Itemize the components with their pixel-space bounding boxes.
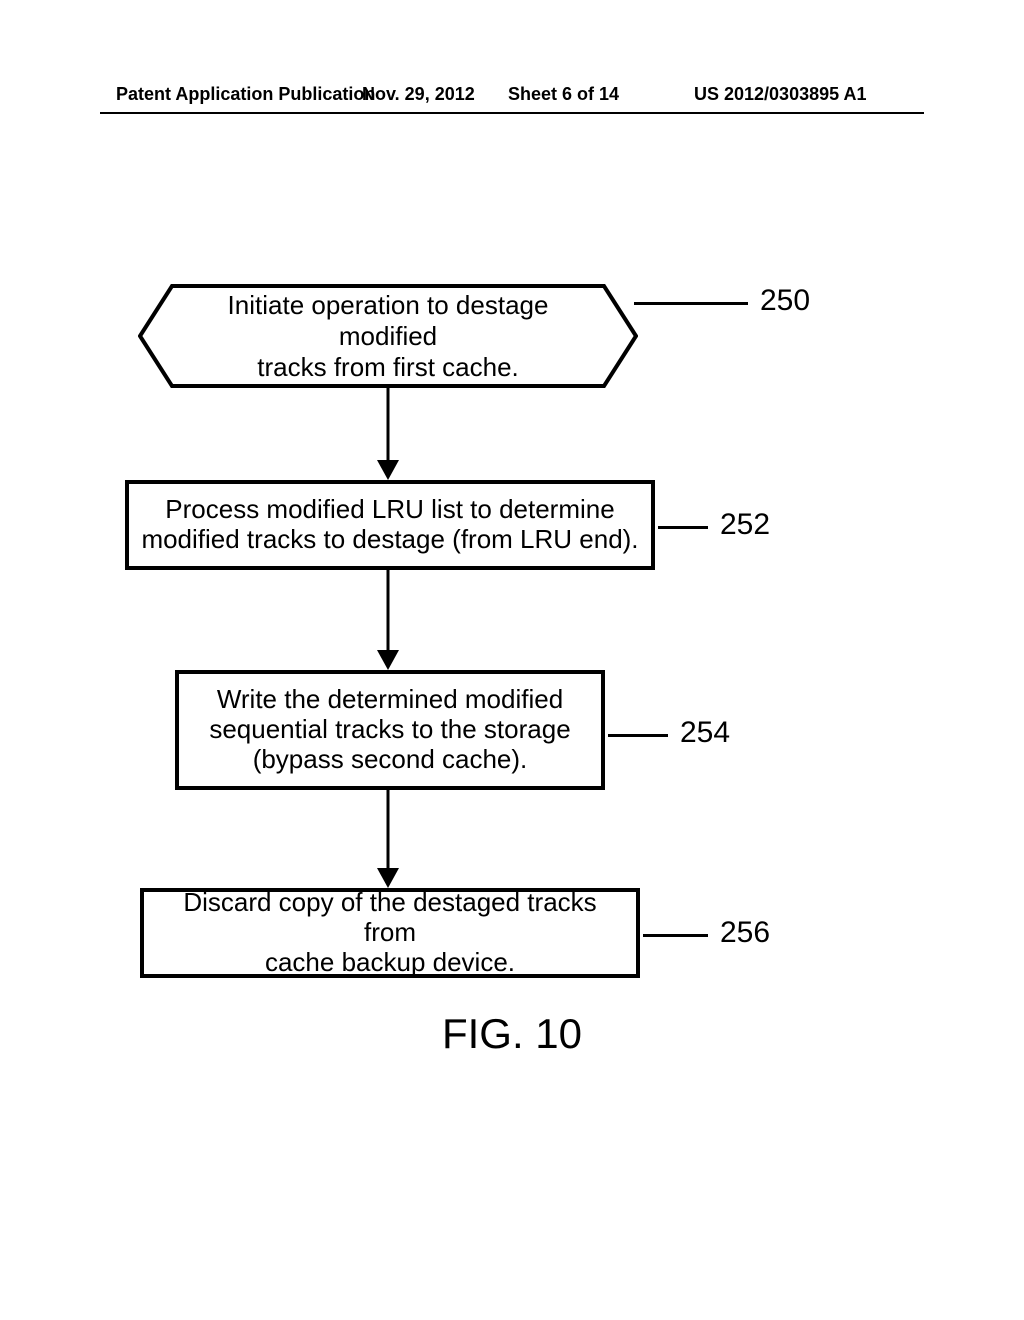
flowchart-node-label: Process modified LRU list to determine m… [141,495,638,555]
header-left: Patent Application Publication [116,84,375,105]
ref-label-256: 256 [720,916,770,950]
flowchart-node-label: Initiate operation to destage modified t… [178,290,598,383]
flowchart-node-252: Process modified LRU list to determine m… [125,480,655,570]
figure-caption: FIG. 10 [442,1010,582,1058]
flowchart-arrow [377,790,399,888]
ref-leader [608,734,668,737]
ref-label-254: 254 [680,716,730,750]
ref-label-252: 252 [720,508,770,542]
ref-leader [643,934,708,937]
flowchart-arrow [377,570,399,670]
header-rule [100,112,924,114]
ref-label-250: 250 [760,284,810,318]
flowchart-node-label: Discard copy of the destaged tracks from… [156,888,624,978]
flowchart-arrow [377,388,399,480]
flowchart-node-label: Write the determined modified sequential… [209,685,570,775]
flowchart-node-250: Initiate operation to destage modified t… [138,284,638,388]
header-date: Nov. 29, 2012 [362,84,475,105]
flowchart-node-256: Discard copy of the destaged tracks from… [140,888,640,978]
header-pubno: US 2012/0303895 A1 [694,84,866,105]
ref-leader [634,302,748,305]
header-sheet: Sheet 6 of 14 [508,84,619,105]
ref-leader [658,526,708,529]
page: Patent Application Publication Nov. 29, … [0,0,1024,1320]
flowchart-node-254: Write the determined modified sequential… [175,670,605,790]
